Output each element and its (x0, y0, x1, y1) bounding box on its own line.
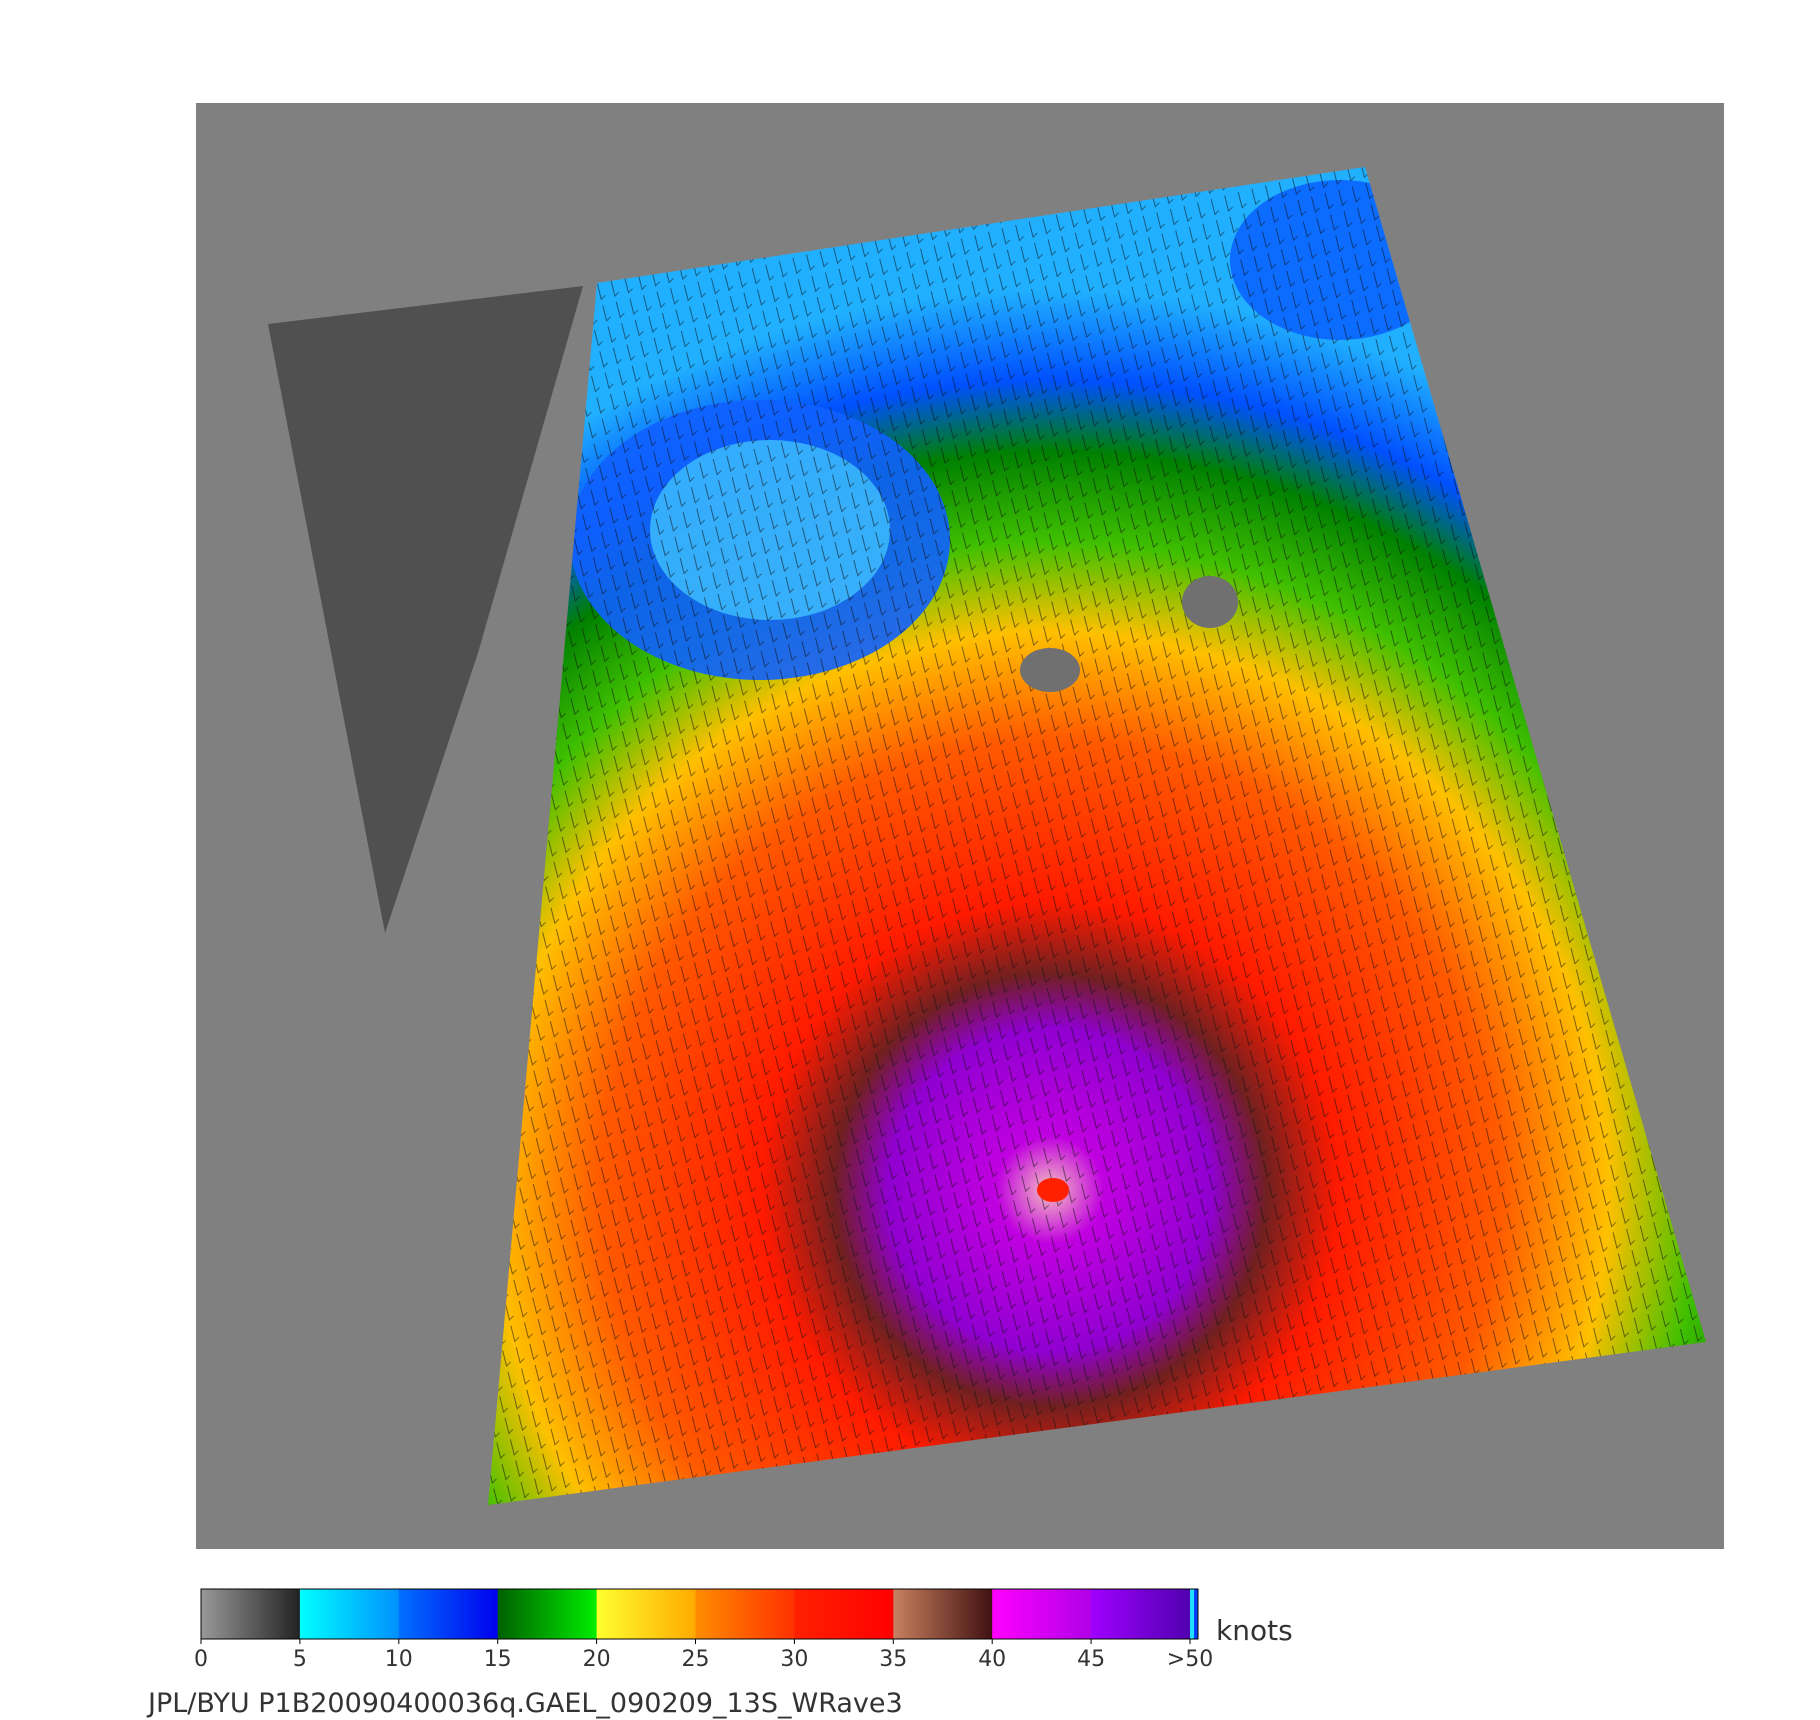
colorbar-tick-label: 35 (879, 1647, 907, 1672)
colorbar-segment (794, 1589, 894, 1639)
land (268, 286, 583, 933)
colorbar-tick-label: 30 (780, 1647, 808, 1672)
colorbar-tick-label: 10 (385, 1647, 413, 1672)
colorbar-tick-label: 40 (978, 1647, 1006, 1672)
colorbar-unit: knots (1216, 1614, 1293, 1647)
colorbar-end (1190, 1589, 1194, 1639)
colorbar-tick-label: 20 (583, 1647, 611, 1672)
colorbar-segment (497, 1589, 598, 1639)
colorbar: 0 5 10 15 20 25 30 35 40 45 >50 (194, 1588, 1213, 1672)
colorbar-tick-label: 45 (1077, 1647, 1105, 1672)
island (1020, 648, 1080, 692)
colorbar-tick-label: 5 (293, 1647, 307, 1672)
colorbar-segment (1091, 1589, 1191, 1639)
colorbar-segment (893, 1589, 993, 1639)
island (1182, 576, 1238, 628)
colorbar-tick-label: 0 (194, 1647, 208, 1672)
colorbar-tick-label: 15 (484, 1647, 512, 1672)
colorbar-segment (299, 1589, 400, 1639)
colorbar-tick-label: >50 (1167, 1647, 1213, 1672)
colorbar-segment (201, 1589, 301, 1639)
colorbar-end (1194, 1589, 1198, 1639)
footer: JPL/BYU P1B20090400036q.GAEL_090209_13S_… (146, 1688, 903, 1719)
colorbar-segment (992, 1589, 1092, 1639)
colorbar-segment (695, 1589, 795, 1639)
wind-swath (488, 167, 1706, 1505)
colorbar-segment (398, 1589, 499, 1639)
colorbar-frame (200, 1588, 1199, 1640)
storm-eye (1037, 1178, 1069, 1202)
colorbar-tick-label: 25 (682, 1647, 710, 1672)
colorbar-segment (596, 1589, 696, 1639)
